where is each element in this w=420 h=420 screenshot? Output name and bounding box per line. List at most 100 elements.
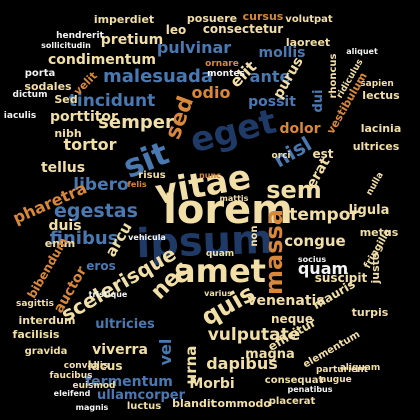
word: Morbi [189,376,234,392]
word: non [249,225,260,246]
word: laoreet [286,36,330,49]
word: sollicitudin [41,41,91,50]
word: ipsum [136,217,274,268]
word: commodo [211,397,271,410]
word: dolor [280,121,321,137]
word: varius [204,289,232,298]
word: semper [98,112,174,133]
word: euismod [73,381,116,391]
word: neque [271,312,313,326]
word: cursus [243,10,284,23]
word: aliquet [346,47,378,56]
word: eget [186,101,280,161]
word: magnis [76,403,109,412]
word: malesuada [103,66,213,87]
word: ante [250,67,291,86]
word: sem [266,176,322,204]
word: viverra [92,342,148,358]
word: luctus [127,401,161,412]
word: montes [207,69,245,79]
word: tincidunt [69,91,155,111]
word: faucibus [49,371,92,381]
word: Sed [54,93,77,106]
word: consequat [265,375,324,386]
word: sagittis [16,299,54,309]
word: facilisis [13,328,60,341]
word: quam [206,249,234,259]
word: est [312,147,333,161]
word: leo [166,23,187,37]
word: venenatis [247,293,324,309]
word: dictum [13,90,48,100]
word: socius [298,255,326,264]
word: convallis [64,361,108,371]
word: urna [182,346,200,385]
word: parturient [316,365,369,375]
word: tortor [63,135,116,154]
word: metus [360,226,399,239]
word: risus [138,170,165,181]
word: ullamcorper [97,388,186,403]
word: lorem [163,187,293,233]
word: turpis [352,306,389,319]
word: ultricies [95,317,155,332]
word: massa [260,209,288,295]
word: hendrerit [56,31,104,41]
word: felis [127,180,146,189]
word: nulla [365,171,386,198]
word: placerat [269,396,316,407]
word: vulputate [208,325,301,345]
word: amet [174,252,266,290]
word: ligula [349,203,390,218]
word: nunc [199,171,221,180]
word: nibh [54,127,81,140]
word: augue [320,375,351,385]
word: tristique [89,290,128,299]
word: enim [45,237,76,250]
word: pretium [101,32,163,48]
word: vel [156,339,175,366]
word: sodales [24,80,72,93]
word: ornare [205,59,239,69]
word: dui [311,89,326,112]
word: suscipit [315,271,368,285]
word: volutpat [285,14,333,25]
word: tempor [289,205,359,225]
word: eleifend [54,389,91,398]
word: consectetur [203,22,283,36]
word: dapibus [206,354,278,373]
word: porttitor [50,109,118,125]
word: orci [271,151,290,161]
word: magna [245,347,295,362]
word: justo [369,252,382,284]
word: posuere [187,12,237,25]
word: imperdiet [94,13,154,26]
word: blandit [172,397,216,410]
word: gravida [25,346,68,357]
word: congue [284,232,345,250]
word: vehicula [128,233,166,242]
word: mollis [259,45,306,61]
word: egestas [54,200,138,222]
word: fermentum [85,374,173,390]
word: porta [25,68,56,79]
word: possit [248,94,296,110]
word: duis [48,218,81,234]
word: condimentum [48,52,156,68]
word: lectus [362,89,400,102]
word: sapien [360,79,393,89]
word: aliquam [340,363,381,373]
word: lacus [87,359,122,373]
word: rhoncus [328,53,339,98]
word: pulvinar [157,38,231,57]
word: tellus [41,160,85,176]
word: eros [86,259,115,273]
word: mattis [220,194,249,203]
word: iaculis [4,111,36,121]
word: libero [73,175,128,195]
word: finibus [50,228,119,249]
word: penatibus [288,385,333,394]
word: quam [298,259,348,278]
